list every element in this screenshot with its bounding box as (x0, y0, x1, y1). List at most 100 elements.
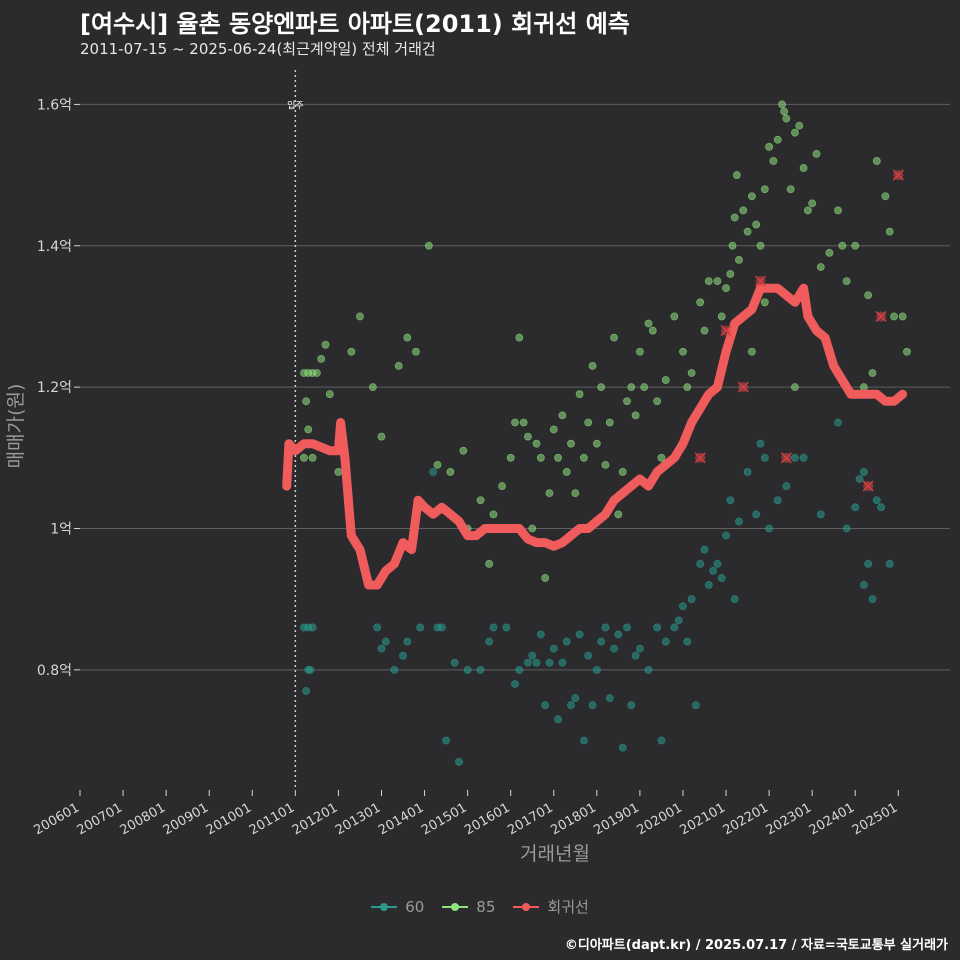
scatter-point-85 (562, 468, 571, 476)
legend-item-60: 60 (371, 898, 424, 916)
scatter-point-85 (890, 312, 898, 321)
scatter-point-60 (752, 510, 761, 519)
scatter-point-85 (780, 107, 789, 116)
scatter-point-85 (885, 227, 894, 236)
scatter-point-85 (825, 248, 834, 257)
scatter-point-85 (730, 213, 739, 222)
x-tick-label: 201101 (247, 800, 297, 838)
scatter-point-60 (489, 623, 498, 632)
scatter-point-60 (859, 468, 868, 476)
scatter-point-85 (300, 453, 308, 462)
scatter-point-60 (528, 651, 537, 660)
scatter-point-85 (567, 439, 575, 448)
scatter-point-85 (812, 149, 821, 158)
scatter-point-85 (778, 100, 786, 109)
scatter-point-85 (618, 468, 627, 476)
scatter-point-60 (429, 468, 438, 476)
scatter-point-60 (416, 623, 425, 632)
y-tick-label: 0.8억 (37, 663, 72, 679)
scatter-point-85 (610, 333, 618, 342)
scatter-point-60 (743, 468, 752, 476)
scatter-point-85 (834, 206, 842, 215)
scatter-point-85 (308, 453, 317, 462)
highlight-marker-x (862, 480, 874, 492)
x-tick-label: 202301 (764, 800, 814, 838)
scatter-point-60 (592, 665, 601, 674)
scatter-point-85 (368, 383, 377, 392)
scatter-point-60 (623, 623, 631, 632)
scatter-point-60 (627, 701, 636, 710)
scatter-point-60 (773, 496, 782, 505)
legend: 60 85 회귀선 (0, 896, 960, 917)
scatter-point-60 (308, 623, 317, 632)
scatter-point-85 (657, 453, 666, 462)
scatter-point-60 (558, 658, 567, 667)
scatter-point-85 (903, 347, 911, 356)
scatter-point-60 (536, 630, 545, 639)
scatter-point-60 (545, 658, 554, 667)
scatter-point-60 (700, 545, 709, 554)
scatter-point-85 (872, 157, 881, 165)
scatter-point-85 (403, 333, 412, 342)
scatter-point-85 (747, 192, 756, 201)
scatter-point-85 (644, 319, 653, 328)
scatter-point-60 (735, 517, 743, 526)
scatter-point-85 (506, 453, 515, 462)
scatter-point-85 (412, 347, 420, 356)
scatter-point-60 (799, 453, 808, 462)
scatter-point-85 (851, 241, 860, 250)
scatter-point-60 (674, 616, 683, 625)
scatter-point-85 (528, 524, 537, 533)
scatter-point-60 (541, 701, 550, 710)
scatter-point-85 (868, 369, 877, 377)
scatter-point-85 (838, 241, 847, 250)
scatter-point-60 (756, 439, 765, 448)
scatter-point-85 (648, 326, 657, 335)
scatter-point-85 (377, 432, 386, 441)
scatter-point-85 (498, 482, 506, 490)
scatter-point-85 (661, 376, 670, 384)
scatter-point-60 (636, 644, 644, 653)
chart-title: [여수시] 율촌 동양엔파트 아파트(2011) 회귀선 예측 (80, 10, 630, 38)
scatter-point-85 (515, 333, 524, 342)
scatter-point-60 (855, 475, 864, 483)
scatter-point-85 (312, 369, 321, 377)
scatter-point-85 (782, 114, 791, 123)
scatter-point-85 (356, 312, 364, 321)
scatter-point-60 (704, 581, 713, 589)
scatter-point-85 (554, 453, 562, 462)
scatter-point-85 (732, 171, 741, 179)
scatter-point-60 (597, 637, 606, 646)
scatter-point-85 (325, 390, 334, 399)
scatter-point-85 (803, 206, 812, 215)
scatter-point-60 (588, 701, 597, 710)
scatter-point-60 (399, 651, 407, 660)
scatter-point-85 (584, 418, 593, 427)
scatter-point-85 (575, 390, 584, 399)
x-tick-label: 201601 (462, 800, 512, 838)
scatter-point-60 (782, 482, 791, 490)
scatter-point-85 (791, 128, 799, 137)
scatter-point-85 (808, 199, 817, 208)
scatter-point-60 (765, 524, 774, 533)
x-tick-label: 201201 (290, 800, 340, 838)
scatter-point-60 (455, 757, 463, 766)
scatter-point-85 (786, 185, 795, 194)
scatter-point-85 (717, 312, 726, 321)
scatter-point-85 (489, 510, 498, 519)
x-tick-label: 201401 (376, 800, 426, 838)
legend-label-regression: 회귀선 (547, 898, 589, 916)
x-tick-label: 201501 (419, 800, 469, 838)
scatter-point-85 (799, 164, 808, 172)
scatter-point-60 (885, 559, 894, 568)
x-tick-label: 201001 (204, 800, 254, 838)
scatter-point-85 (636, 347, 644, 356)
scatter-point-85 (532, 439, 541, 448)
regression-line (282, 283, 908, 590)
scatter-point-60 (670, 623, 679, 632)
scatter-point-60 (571, 694, 580, 703)
scatter-point-85 (424, 241, 433, 250)
scatter-point-85 (713, 277, 722, 286)
scatter-point-85 (605, 418, 614, 427)
